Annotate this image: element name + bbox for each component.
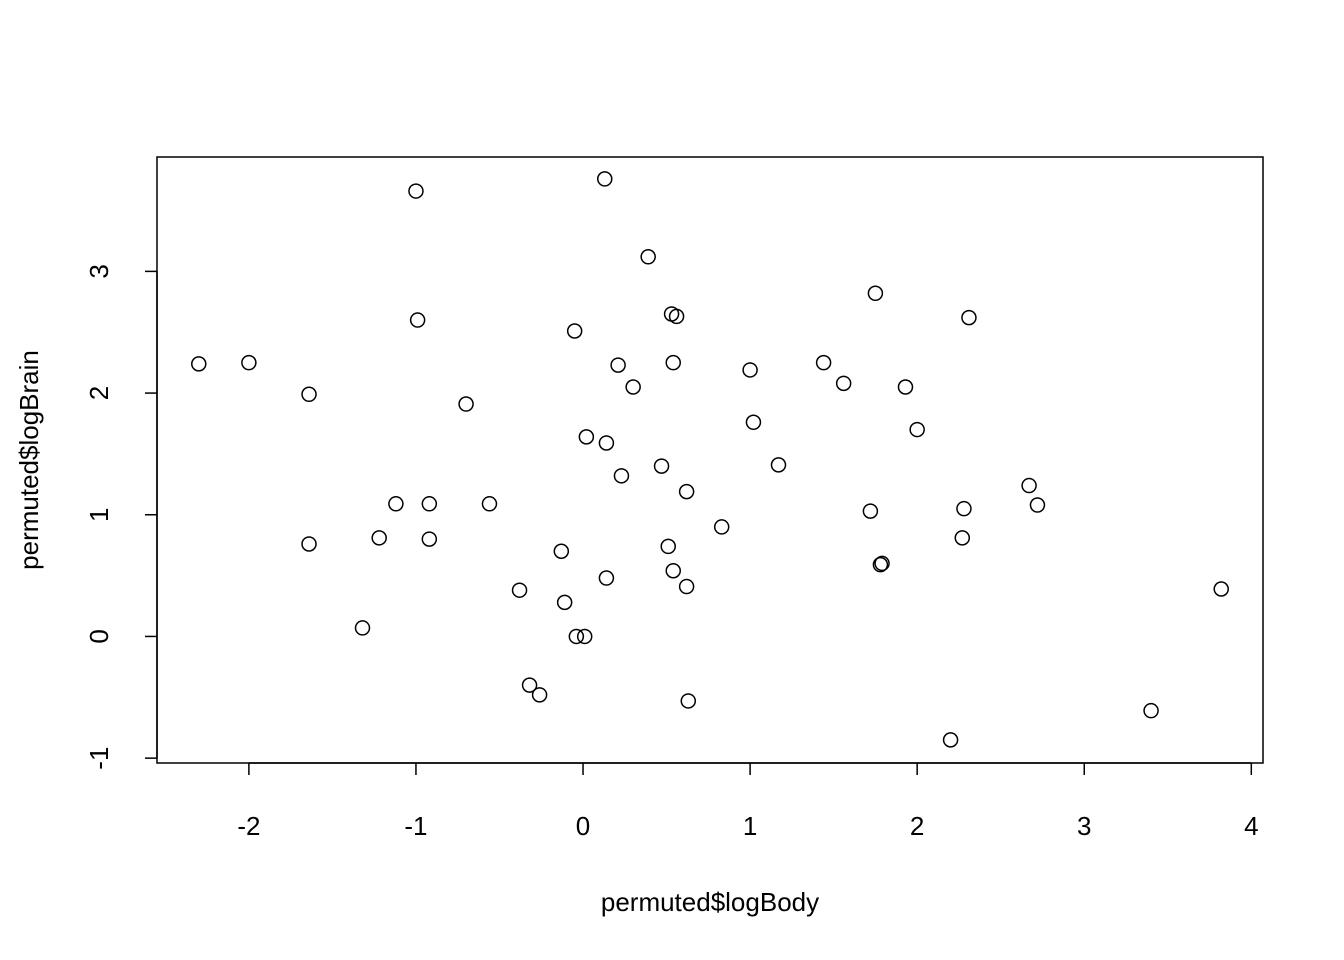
data-point	[665, 354, 681, 371]
data-point	[909, 421, 925, 438]
x-tick-label: -2	[237, 811, 260, 841]
data-point	[568, 628, 585, 645]
data-point	[521, 677, 538, 693]
data-point	[668, 308, 685, 325]
data-point	[578, 429, 595, 445]
data-point	[354, 620, 371, 636]
data-point	[1143, 702, 1159, 719]
data-point	[301, 386, 317, 403]
data-point	[678, 578, 695, 595]
data-point	[956, 500, 972, 517]
y-tick-label: 2	[84, 386, 114, 400]
y-axis-label: permuted$logBrain	[14, 350, 44, 570]
data-point	[680, 693, 697, 709]
data-point	[576, 628, 593, 645]
data-point	[653, 458, 670, 474]
data-point	[678, 483, 695, 500]
data-point	[665, 562, 681, 579]
data-point	[511, 582, 528, 598]
data-point	[553, 543, 570, 560]
data-point	[961, 309, 977, 326]
data-point	[625, 379, 641, 395]
data-point	[409, 312, 426, 328]
x-tick-label: 0	[576, 811, 590, 841]
data-point	[556, 594, 573, 611]
data-point	[862, 503, 879, 519]
data-point	[301, 536, 317, 552]
plot-frame	[156, 156, 1264, 764]
y-axis: -1 0 1 2 3	[84, 264, 158, 770]
data-point	[598, 435, 615, 451]
data-point	[874, 555, 890, 572]
data-point	[867, 285, 884, 302]
data-point	[388, 496, 404, 512]
data-point	[191, 356, 207, 372]
points-layer	[191, 171, 1229, 748]
y-tick-label: 0	[84, 629, 114, 643]
data-point	[897, 379, 914, 395]
x-tick-label: 1	[743, 811, 757, 841]
data-point	[241, 354, 257, 371]
data-point	[1021, 477, 1037, 494]
data-point	[640, 249, 656, 265]
data-point	[713, 519, 730, 535]
data-point	[1029, 497, 1046, 513]
x-axis-label: permuted$logBody	[601, 887, 819, 917]
data-point	[481, 496, 498, 512]
data-point	[745, 414, 762, 431]
y-tick-label: 1	[84, 508, 114, 522]
x-tick-label: 3	[1077, 811, 1091, 841]
data-point	[1213, 581, 1229, 597]
data-point	[596, 171, 613, 187]
data-point	[371, 530, 387, 546]
data-point	[566, 323, 583, 339]
y-tick-label: 3	[84, 264, 114, 278]
data-point	[815, 354, 832, 371]
data-point	[954, 530, 971, 546]
y-tick-label: -1	[84, 747, 114, 770]
data-point	[835, 375, 852, 392]
data-point	[613, 468, 630, 484]
data-point	[531, 687, 548, 703]
data-point	[421, 531, 438, 547]
x-tick-label: 2	[910, 811, 924, 841]
x-tick-label: -1	[404, 811, 427, 841]
x-axis: -2 -1 0 1 2 3 4	[237, 762, 1259, 841]
x-tick-label: 4	[1244, 811, 1258, 841]
data-point	[458, 396, 474, 412]
data-point	[598, 570, 615, 586]
data-point	[610, 357, 626, 373]
data-point	[421, 496, 438, 512]
data-point	[742, 362, 758, 378]
data-point	[770, 457, 787, 473]
data-point	[408, 183, 424, 199]
data-point	[872, 556, 889, 573]
data-point	[660, 538, 676, 555]
data-point	[942, 732, 959, 748]
